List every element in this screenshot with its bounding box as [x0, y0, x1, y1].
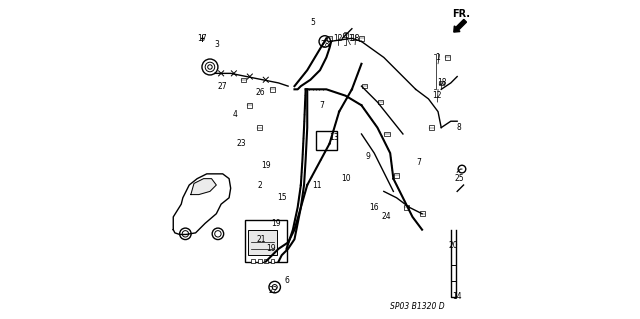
Bar — [258, 259, 262, 263]
Text: 24: 24 — [381, 212, 391, 221]
Bar — [420, 211, 424, 216]
Text: 13: 13 — [329, 133, 339, 142]
Bar — [248, 230, 277, 255]
Text: 18: 18 — [350, 34, 360, 43]
Bar — [359, 36, 364, 41]
Text: 4: 4 — [233, 110, 238, 119]
Text: SP03 B1320 D: SP03 B1320 D — [390, 302, 445, 311]
Text: 2: 2 — [257, 181, 262, 189]
Bar — [247, 103, 252, 108]
Bar — [271, 259, 275, 263]
Text: 12: 12 — [433, 91, 442, 100]
Text: 11: 11 — [312, 181, 321, 189]
Bar — [269, 87, 275, 92]
Text: 3: 3 — [215, 40, 220, 49]
Text: 7: 7 — [417, 158, 421, 167]
Text: 26: 26 — [255, 88, 265, 97]
Text: 23: 23 — [236, 139, 246, 148]
Text: 15: 15 — [278, 193, 287, 202]
FancyArrow shape — [454, 19, 467, 32]
Bar — [445, 55, 450, 60]
Bar — [245, 220, 287, 262]
Circle shape — [458, 165, 466, 173]
Bar — [316, 131, 337, 150]
Text: 10: 10 — [340, 174, 350, 183]
Text: 18: 18 — [436, 78, 446, 87]
Bar — [327, 36, 332, 41]
Text: 28: 28 — [320, 40, 330, 49]
Text: 1: 1 — [436, 53, 440, 62]
Text: 20: 20 — [449, 241, 458, 250]
Text: 5: 5 — [310, 18, 316, 27]
Text: 7: 7 — [319, 101, 324, 110]
Text: 19: 19 — [261, 161, 271, 170]
Bar — [252, 259, 255, 263]
Text: 8: 8 — [456, 123, 461, 132]
Bar — [362, 84, 367, 88]
Bar — [343, 33, 348, 37]
Bar — [404, 205, 409, 210]
Bar — [438, 81, 444, 85]
Text: 22: 22 — [269, 286, 278, 295]
Bar — [429, 125, 434, 130]
Polygon shape — [191, 179, 216, 195]
Text: 27: 27 — [218, 82, 227, 91]
Text: 1: 1 — [348, 34, 353, 43]
Text: FR.: FR. — [452, 9, 470, 19]
Bar — [378, 100, 383, 104]
Bar — [241, 78, 246, 82]
Circle shape — [180, 228, 191, 240]
Text: 19: 19 — [266, 244, 275, 253]
Bar — [264, 259, 268, 263]
Text: 17: 17 — [197, 34, 207, 43]
Text: 6: 6 — [284, 276, 289, 285]
Bar — [257, 125, 262, 130]
Text: 19: 19 — [271, 219, 281, 228]
Text: 14: 14 — [452, 292, 462, 301]
Text: 25: 25 — [455, 174, 465, 183]
Text: 9: 9 — [365, 152, 371, 161]
Circle shape — [212, 228, 223, 240]
Text: 16: 16 — [369, 203, 378, 212]
Bar — [394, 173, 399, 178]
Bar — [385, 132, 390, 136]
Text: 21: 21 — [256, 235, 266, 244]
Circle shape — [202, 59, 218, 75]
Text: 12: 12 — [333, 34, 342, 43]
